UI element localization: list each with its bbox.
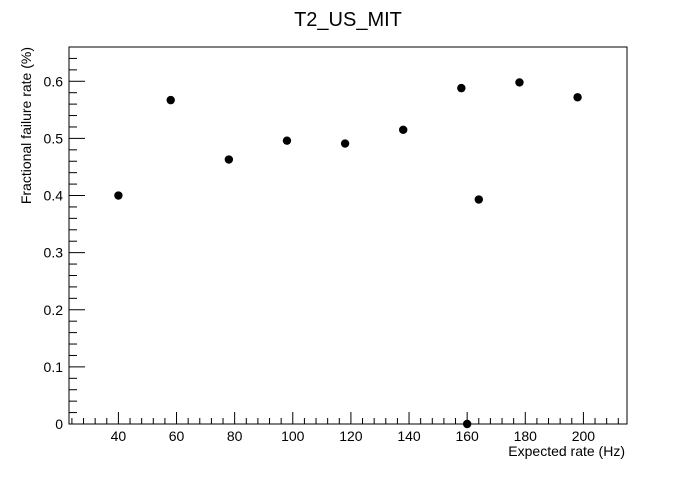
data-points: [114, 78, 582, 429]
x-tick-label: 180: [514, 428, 538, 444]
y-tick-label: 0.4: [44, 188, 64, 204]
x-tick-label: 200: [572, 428, 596, 444]
x-tick-label: 100: [281, 428, 305, 444]
data-point: [573, 93, 582, 102]
y-axis-ticks: [69, 46, 85, 425]
data-point: [515, 78, 524, 87]
data-point: [474, 195, 483, 204]
x-tick-label: 120: [339, 428, 363, 444]
data-point: [457, 83, 466, 93]
data-point: [399, 125, 408, 135]
x-axis-tick-labels: 40 60 80 100 120 140 160 180 200: [111, 428, 596, 444]
x-axis-label: Expected rate (Hz): [508, 443, 625, 459]
y-axis-label: Fractional failure rate (%): [18, 47, 34, 204]
x-tick-label: 140: [397, 428, 421, 444]
data-point: [224, 155, 234, 164]
chart-title: T2_US_MIT: [294, 9, 402, 31]
y-tick-label: 0: [55, 416, 63, 432]
x-tick-label: 40: [111, 428, 127, 444]
y-tick-label: 0.5: [44, 130, 64, 146]
y-tick-label: 0.2: [44, 302, 64, 318]
x-axis-ticks: [71, 412, 619, 424]
y-tick-label: 0.3: [44, 245, 64, 261]
data-point: [114, 191, 123, 200]
data-point: [282, 136, 292, 145]
data-point: [340, 139, 350, 148]
y-axis-tick-labels: 0 0.1 0.2 0.3 0.4 0.5 0.6: [44, 73, 64, 432]
plot-frame: [68, 46, 628, 425]
y-tick-label: 0.1: [44, 359, 64, 375]
data-point: [166, 95, 175, 105]
x-tick-label: 160: [455, 428, 479, 444]
y-tick-label: 0.6: [44, 73, 64, 89]
data-point: [462, 419, 472, 429]
x-tick-label: 80: [227, 428, 243, 444]
x-tick-label: 60: [169, 428, 185, 444]
